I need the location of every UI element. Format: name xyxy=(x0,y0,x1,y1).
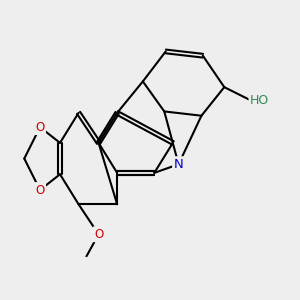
Text: O: O xyxy=(35,184,45,196)
Text: N: N xyxy=(174,158,183,171)
Text: O: O xyxy=(94,228,103,241)
Text: HO: HO xyxy=(250,94,269,106)
Text: O: O xyxy=(35,121,45,134)
